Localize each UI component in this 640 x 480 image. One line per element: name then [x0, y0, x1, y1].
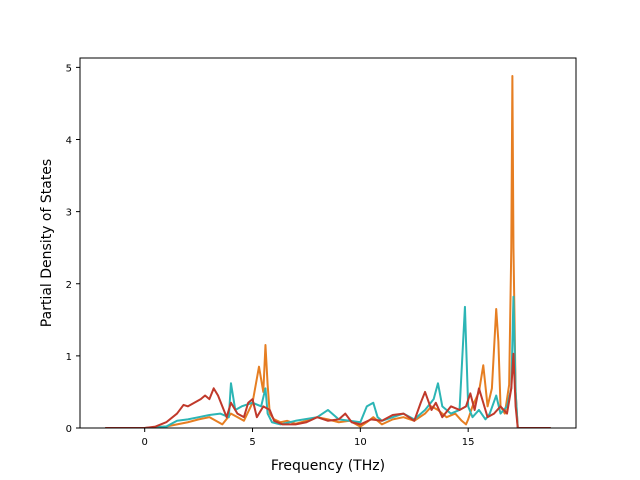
x-axis-label: Frequency (THz): [271, 458, 385, 474]
x-tick-label: 10: [354, 437, 367, 448]
x-tick-label: 5: [249, 437, 255, 448]
x-axis-ticks: 0 5 10 15: [142, 428, 475, 448]
x-tick-label: 15: [462, 437, 475, 448]
y-axis-ticks: 0 1 2 3 4 5: [66, 63, 80, 435]
series-line-1: [104, 75, 552, 428]
x-tick-label: 0: [142, 437, 148, 448]
y-tick-label: 2: [66, 280, 72, 291]
series-line-2: [104, 295, 552, 428]
y-tick-label: 5: [66, 63, 72, 74]
y-tick-label: 0: [66, 424, 72, 435]
y-tick-label: 4: [66, 136, 72, 147]
y-tick-label: 1: [66, 352, 72, 363]
y-axis-label: Partial Density of States: [39, 159, 55, 327]
series-line-3: [104, 352, 552, 428]
series-layer: [104, 75, 552, 428]
plot-frame: [79, 57, 577, 429]
y-tick-label: 3: [66, 208, 72, 219]
